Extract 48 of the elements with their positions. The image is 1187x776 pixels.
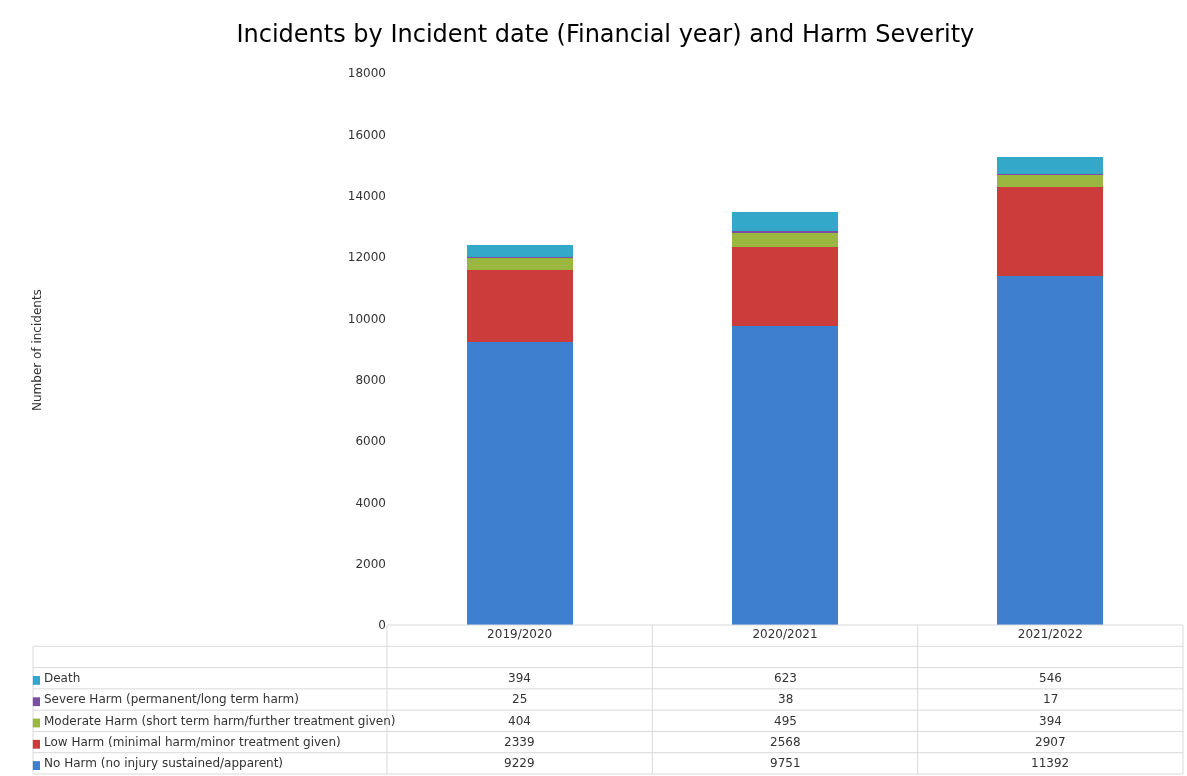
bar	[997, 174, 1104, 187]
legend-label: No Harm (no injury sustained/apparent)	[44, 756, 284, 770]
x-tick-label: 2021/2022	[1017, 627, 1083, 641]
bar	[731, 232, 839, 248]
bar	[466, 245, 573, 258]
legend-label: Low Harm (minimal harm/minor treatment given)	[44, 735, 341, 749]
data-label: 394	[1039, 714, 1062, 728]
data-label: 25	[512, 692, 528, 706]
bar	[731, 325, 839, 625]
bar	[466, 270, 573, 342]
legend-label: Moderate Harm (short term harm/further treatment given)	[44, 714, 396, 728]
bar	[731, 247, 839, 326]
x-tick-label: 2019/2020	[487, 627, 553, 641]
data-label: 546	[1039, 671, 1062, 685]
y-tick-label: 12000	[347, 250, 386, 265]
y-tick-label: 4000	[355, 495, 386, 510]
data-label: 38	[778, 692, 794, 706]
data-label: 623	[774, 671, 797, 685]
x-tick-label: 2020/2021	[752, 627, 818, 641]
y-tick-label: 2000	[355, 556, 386, 571]
bar	[997, 275, 1104, 625]
data-label: 9751	[770, 756, 801, 770]
data-label: 9229	[504, 756, 535, 770]
chart-title: Incidents by Incident date (Financial year) and Harm Severity	[236, 19, 975, 48]
y-tick-label: 6000	[355, 434, 386, 449]
data-label: 394	[508, 671, 531, 685]
data-label: 404	[508, 714, 531, 728]
y-tick-label: 16000	[347, 127, 386, 142]
bar	[997, 186, 1104, 276]
legend-label: Death	[44, 671, 81, 685]
legend-label: Severe Harm (permanent/long term harm)	[44, 692, 299, 706]
text: Number of incidents	[30, 289, 44, 411]
bar	[731, 230, 839, 233]
data-label: 2907	[1035, 735, 1066, 749]
bar	[997, 157, 1104, 174]
data-label: 2339	[504, 735, 535, 749]
y-tick-label: 0	[378, 618, 386, 633]
bar	[466, 257, 573, 271]
data-label: 2568	[770, 735, 801, 749]
y-tick-label: 10000	[347, 311, 386, 326]
data-label: 11392	[1031, 756, 1070, 770]
data-label: 17	[1043, 692, 1059, 706]
y-tick-label: 14000	[347, 188, 386, 203]
y-tick-label: 18000	[347, 66, 386, 81]
bar	[466, 341, 573, 625]
data-label: 495	[774, 714, 797, 728]
y-tick-label: 8000	[355, 372, 386, 387]
bar	[731, 211, 839, 231]
